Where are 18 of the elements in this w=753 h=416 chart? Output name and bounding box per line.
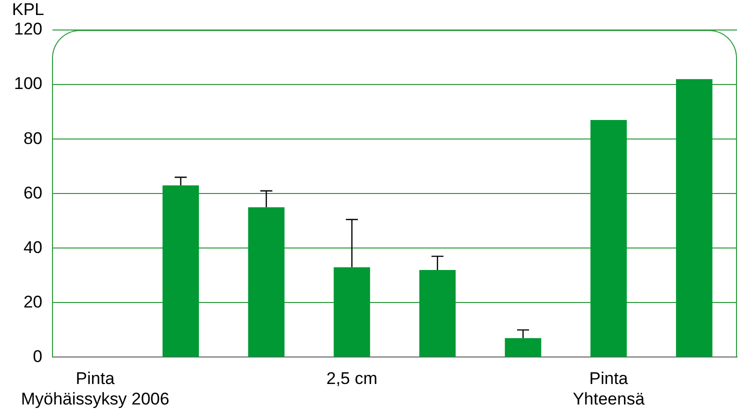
y-tick-label: 100 xyxy=(14,74,42,94)
bar xyxy=(248,207,284,357)
bar xyxy=(590,120,627,357)
y-tick-label: 40 xyxy=(23,238,42,257)
bar xyxy=(162,185,199,357)
y-tick-label: 0 xyxy=(32,346,42,366)
y-axis-title: KPL xyxy=(12,0,44,20)
y-tick-label: 80 xyxy=(23,128,42,148)
x-tick-label: Pinta Myöhäissyksy 2006 xyxy=(20,369,170,408)
bar xyxy=(334,267,370,357)
bar xyxy=(419,270,456,357)
x-tick-label: Pinta Yhteensä xyxy=(572,369,646,408)
y-tick-label: 120 xyxy=(14,20,42,39)
x-tick-label: 2,5 cm xyxy=(326,369,378,388)
y-tick-label: 20 xyxy=(23,292,42,312)
bar xyxy=(676,79,712,357)
bar xyxy=(504,338,542,357)
y-tick-label: 60 xyxy=(23,183,42,202)
